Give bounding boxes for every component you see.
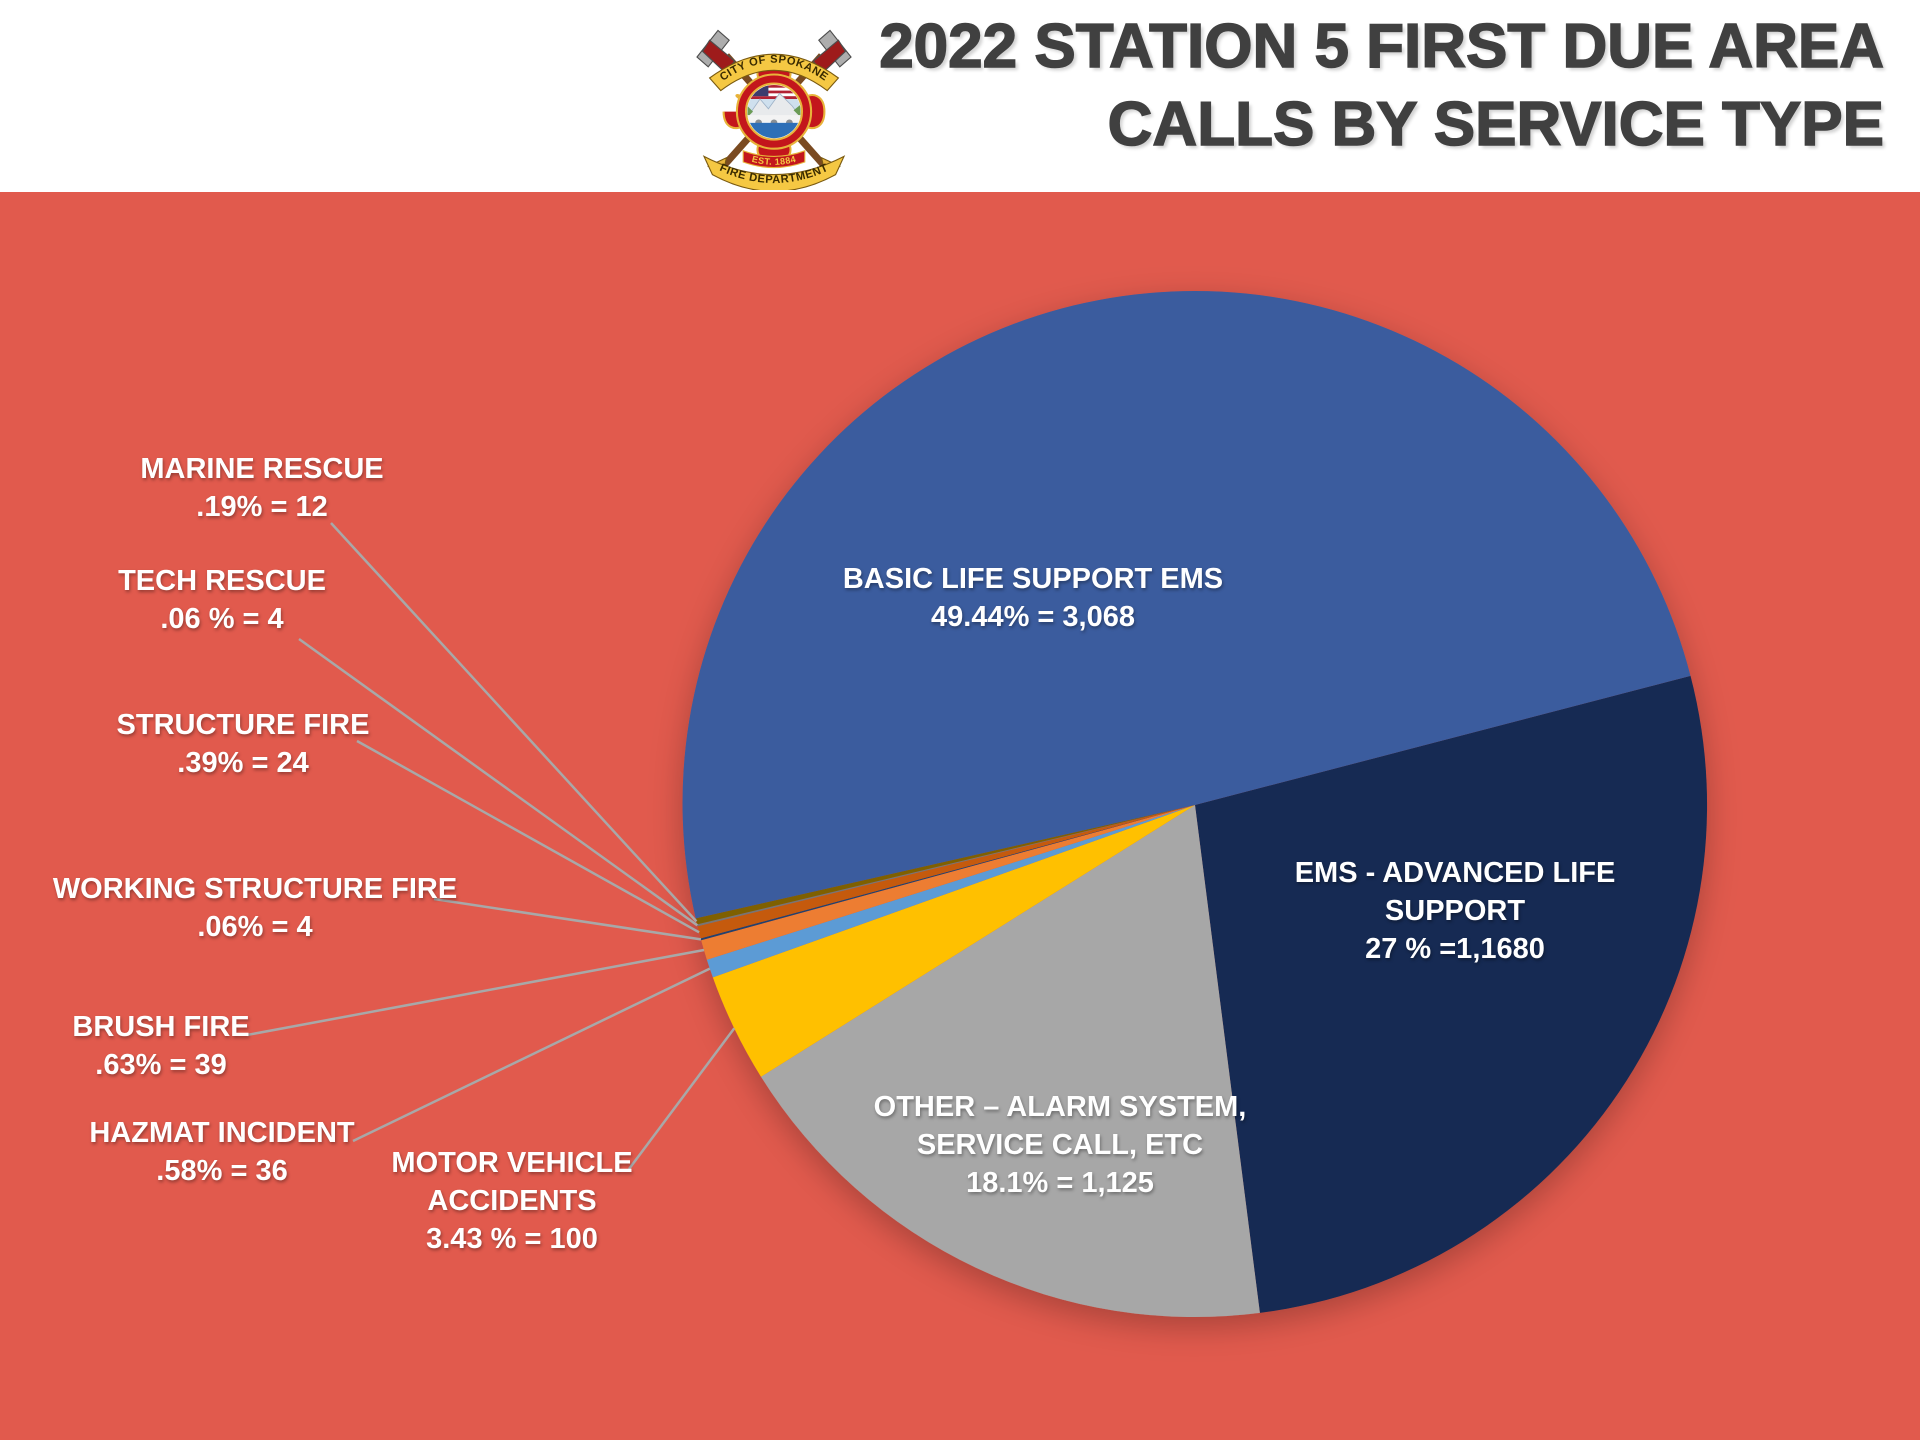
crest-est-banner bbox=[742, 150, 806, 169]
spokane-fire-department-logo: CITY OF SPOKANE EST. 1884 FIRE DEPARTMEN… bbox=[696, 29, 852, 190]
slice-label-other-name1: OTHER – ALARM SYSTEM, bbox=[873, 1091, 1247, 1123]
callout-hazmat-incident-name: HAZMAT INCIDENT bbox=[89, 1117, 355, 1149]
pie-slice-wsf bbox=[700, 805, 1195, 941]
callout-tech-rescue-name: TECH RESCUE bbox=[118, 565, 326, 597]
callout-motor-vehicle-accidents: MOTOR VEHICLE ACCIDENTS 3.43 % = 100 bbox=[391, 1144, 632, 1258]
leader-line-tech bbox=[298, 637, 699, 927]
header-bar: CITY OF SPOKANE EST. 1884 FIRE DEPARTMEN… bbox=[0, 0, 1920, 192]
slide-title-line2: CALLS BY SERVICE TYPE bbox=[1107, 89, 1885, 160]
svg-text:EST. 1884: EST. 1884 bbox=[751, 154, 797, 167]
pie-slice-basic bbox=[682, 290, 1691, 919]
callout-tech-rescue-value: .06 % = 4 bbox=[160, 603, 284, 635]
slice-label-ems-name1: EMS - ADVANCED LIFE bbox=[1294, 857, 1616, 889]
pie-slice-marine bbox=[695, 805, 1195, 925]
slice-label-basic-name: BASIC LIFE SUPPORT EMS bbox=[842, 563, 1224, 595]
leader-line-marine bbox=[330, 522, 698, 923]
callout-marine-rescue: MARINE RESCUE .19% = 12 bbox=[140, 450, 383, 526]
pie-slice-brush bbox=[701, 805, 1195, 960]
pie-slice-tech bbox=[697, 805, 1195, 927]
callout-working-structure-fire-name: WORKING STRUCTURE FIRE bbox=[52, 873, 458, 905]
callout-tech-rescue: TECH RESCUE .06 % = 4 bbox=[118, 562, 326, 638]
slice-label-basic-life-support: BASIC LIFE SUPPORT EMS 49.44% = 3,068 bbox=[843, 560, 1223, 636]
slice-label-ems-value: 27 % =1,1680 bbox=[1365, 933, 1545, 965]
callout-working-structure-fire: WORKING STRUCTURE FIRE .06% = 4 bbox=[53, 870, 457, 946]
leader-line-wsf bbox=[433, 897, 702, 941]
slice-label-ems-name2: SUPPORT bbox=[1384, 895, 1526, 927]
callout-motor-vehicle-accidents-name2: ACCIDENTS bbox=[427, 1185, 597, 1217]
callout-motor-vehicle-accidents-value: 3.43 % = 100 bbox=[426, 1223, 598, 1255]
slide-title-line1: 2022 STATION 5 FIRST DUE AREA bbox=[878, 11, 1884, 82]
callout-brush-fire-value: .63% = 39 bbox=[95, 1049, 227, 1081]
callout-structure-fire-value: .39% = 24 bbox=[177, 747, 309, 779]
callout-marine-rescue-value: .19% = 12 bbox=[196, 491, 328, 523]
slide-title: 2022 STATION 5 FIRST DUE AREA CALLS BY S… bbox=[878, 8, 1885, 164]
callout-marine-rescue-name: MARINE RESCUE bbox=[140, 453, 384, 485]
pie-slice-sf bbox=[697, 805, 1195, 939]
callout-brush-fire-name: BRUSH FIRE bbox=[72, 1011, 250, 1043]
callout-structure-fire-name: STRUCTURE FIRE bbox=[116, 709, 370, 741]
leader-line-hazmat bbox=[352, 967, 711, 1143]
callout-motor-vehicle-accidents-name1: MOTOR VEHICLE bbox=[391, 1147, 633, 1179]
slice-label-basic-value: 49.44% = 3,068 bbox=[931, 601, 1135, 633]
leader-line-brush bbox=[246, 948, 705, 1037]
callout-structure-fire: STRUCTURE FIRE .39% = 24 bbox=[117, 706, 370, 782]
callout-hazmat-incident-value: .58% = 36 bbox=[156, 1155, 288, 1187]
crest-est-text: EST. 1884 bbox=[751, 154, 797, 167]
crest-bottom-banner bbox=[702, 155, 846, 190]
slice-label-ems-advanced-life-support: EMS - ADVANCED LIFE SUPPORT 27 % =1,1680 bbox=[1295, 854, 1616, 968]
pie-slice-other bbox=[761, 805, 1260, 1318]
slice-label-other-name2: SERVICE CALL, ETC bbox=[916, 1129, 1204, 1161]
callout-hazmat-incident: HAZMAT INCIDENT .58% = 36 bbox=[89, 1114, 354, 1190]
pie-slice-hazmat bbox=[706, 805, 1195, 978]
leader-line-mva bbox=[627, 1027, 736, 1170]
leader-line-sf bbox=[356, 739, 700, 934]
crest-top-banner bbox=[708, 53, 840, 92]
callout-working-structure-fire-value: .06% = 4 bbox=[197, 911, 313, 943]
slice-label-other-value: 18.1% = 1,125 bbox=[966, 1167, 1154, 1199]
crest-scene bbox=[747, 85, 801, 139]
callout-brush-fire: BRUSH FIRE .63% = 39 bbox=[72, 1008, 249, 1084]
pie-slice-mva bbox=[712, 805, 1195, 1077]
pie-slice-ems_als bbox=[1195, 675, 1708, 1313]
slice-label-other-alarm-service: OTHER – ALARM SYSTEM, SERVICE CALL, ETC … bbox=[874, 1088, 1247, 1202]
